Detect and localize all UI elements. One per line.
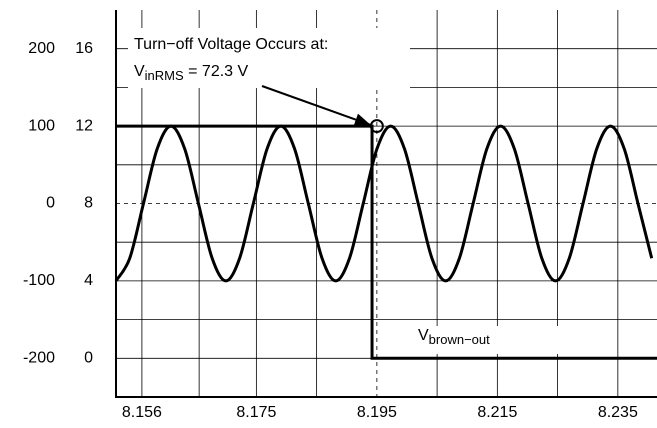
y-tick-label: -100 <box>23 272 55 289</box>
annotation-part: inRMS <box>145 68 184 83</box>
annotation-part: brown−out <box>429 332 490 347</box>
y2-tick-label: 8 <box>84 195 93 212</box>
y2-tick-label: 4 <box>84 272 93 289</box>
labels: 8.156 8.175 8.195 8.215 8.235 -200 -100 0 100 200… <box>23 28 638 421</box>
y-tick-label: 0 <box>46 195 55 212</box>
y2-tick-label: 0 <box>84 350 93 367</box>
annotation: VinRMS = 72.3 V <box>134 63 249 83</box>
turn-off-marker <box>369 119 384 134</box>
x-tick-label: 8.215 <box>477 404 517 421</box>
x-tick-label: 8.175 <box>236 404 276 421</box>
annotation-part: = 72.3 V <box>184 63 249 80</box>
series-line <box>116 124 657 360</box>
annotation-arrow <box>261 85 372 127</box>
x-tick-label: 8.235 <box>598 404 638 421</box>
legend-bg <box>408 326 558 354</box>
annotation-bg <box>128 28 410 88</box>
series-line <box>114 124 654 283</box>
annotation: Turn−off Voltage Occurs at: <box>134 36 328 53</box>
y-tick-label: 200 <box>28 40 55 57</box>
y2-tick-label: 16 <box>75 40 93 57</box>
y-tick-label: -200 <box>23 350 55 367</box>
x-tick-label: 8.156 <box>122 404 162 421</box>
series-label: Vbrown−out <box>418 327 490 347</box>
marks <box>114 119 657 360</box>
x-tick-label: 8.195 <box>357 404 397 421</box>
plot-frame <box>115 10 657 398</box>
y2-tick-label: 12 <box>75 117 93 134</box>
y-tick-label: 100 <box>28 117 55 134</box>
annotation-part: V <box>134 63 145 80</box>
grid <box>115 10 657 398</box>
annotation-part: V <box>418 327 429 344</box>
